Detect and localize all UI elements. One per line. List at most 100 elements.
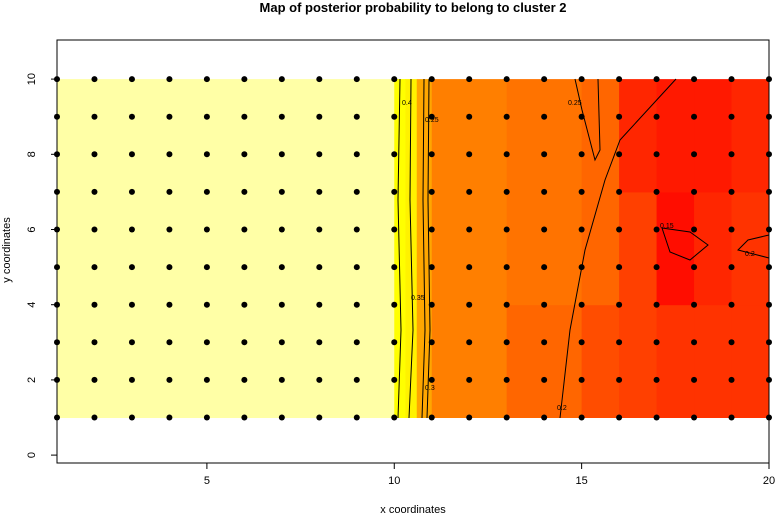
sample-point	[128, 376, 135, 383]
sample-point	[353, 264, 360, 271]
sample-point	[91, 113, 98, 120]
y-tick-label: 0	[26, 452, 38, 458]
sample-point	[353, 301, 360, 308]
sample-point	[728, 301, 735, 308]
sample-point	[616, 76, 623, 83]
sample-point	[316, 226, 323, 233]
x-tick-label: 5	[204, 475, 210, 487]
heat-cell	[694, 79, 733, 193]
heat-cell	[656, 191, 695, 306]
sample-point	[91, 301, 98, 308]
contour-label: 0.25	[568, 100, 582, 107]
sample-point	[316, 301, 323, 308]
sample-point	[691, 301, 698, 308]
sample-point	[353, 113, 360, 120]
chart-title: Map of posterior probability to belong t…	[260, 0, 567, 15]
sample-point	[616, 226, 623, 233]
sample-point	[428, 226, 435, 233]
sample-point	[541, 376, 548, 383]
x-tick-label: 20	[763, 475, 775, 487]
sample-point	[241, 376, 248, 383]
heat-cell	[57, 191, 395, 306]
heat-cell	[656, 79, 695, 193]
sample-point	[203, 76, 210, 83]
contour-line	[737, 234, 770, 259]
sample-point	[466, 226, 473, 233]
sample-point	[578, 151, 585, 158]
sample-point	[391, 226, 398, 233]
heat-cell	[506, 304, 583, 419]
sample-point	[503, 76, 510, 83]
sample-point	[316, 188, 323, 195]
heat-cell	[694, 191, 733, 306]
sample-point	[466, 113, 473, 120]
sample-point	[391, 151, 398, 158]
sample-point	[578, 113, 585, 120]
sample-point	[728, 339, 735, 346]
sample-point	[278, 264, 285, 271]
sample-point	[578, 376, 585, 383]
y-tick-label: 10	[26, 73, 38, 85]
sample-point	[541, 301, 548, 308]
sample-point	[391, 339, 398, 346]
heat-cell	[431, 79, 508, 193]
sample-point	[128, 226, 135, 233]
sample-point	[691, 76, 698, 83]
heat-cell	[619, 191, 658, 306]
sample-point	[728, 264, 735, 271]
sample-point	[278, 414, 285, 421]
sample-point	[728, 188, 735, 195]
sample-point	[541, 414, 548, 421]
sample-point	[128, 414, 135, 421]
contour-line	[421, 78, 426, 419]
x-tick-label: 15	[576, 475, 588, 487]
sample-point	[728, 76, 735, 83]
sample-point	[541, 113, 548, 120]
sample-point	[241, 414, 248, 421]
y-tick-label: 4	[26, 302, 38, 308]
sample-point	[316, 76, 323, 83]
sample-point	[466, 339, 473, 346]
sample-point	[616, 264, 623, 271]
sample-point	[616, 376, 623, 383]
sample-point	[391, 414, 398, 421]
sample-point	[653, 151, 660, 158]
heat-cell	[57, 79, 395, 193]
sample-point	[278, 151, 285, 158]
sample-point	[428, 151, 435, 158]
sample-point	[428, 113, 435, 120]
sample-point	[503, 188, 510, 195]
sample-point	[91, 188, 98, 195]
sample-point	[691, 188, 698, 195]
heat-cell	[581, 79, 620, 193]
sample-point	[91, 376, 98, 383]
sample-point	[203, 339, 210, 346]
sample-point	[391, 113, 398, 120]
sample-point	[428, 301, 435, 308]
contour-line	[397, 78, 402, 419]
sample-point	[616, 151, 623, 158]
sample-point	[353, 226, 360, 233]
sample-point	[653, 76, 660, 83]
heat-cell	[416, 79, 433, 193]
sample-point	[541, 76, 548, 83]
sample-point	[203, 264, 210, 271]
sample-point	[616, 301, 623, 308]
sample-point	[653, 264, 660, 271]
contour-label: 0.3	[425, 385, 435, 392]
y-axis-label: y coordinates	[1, 217, 13, 283]
sample-point	[353, 151, 360, 158]
sample-point	[353, 76, 360, 83]
sample-point	[616, 113, 623, 120]
heat-cell	[57, 304, 395, 419]
x-axis-label: x coordinates	[380, 504, 446, 516]
sample-point	[728, 414, 735, 421]
heat-cell	[731, 304, 770, 419]
sample-point	[578, 301, 585, 308]
sample-point	[728, 151, 735, 158]
contour-line	[426, 78, 431, 419]
contour-line	[574, 78, 601, 162]
sample-point	[241, 151, 248, 158]
sample-point	[128, 301, 135, 308]
